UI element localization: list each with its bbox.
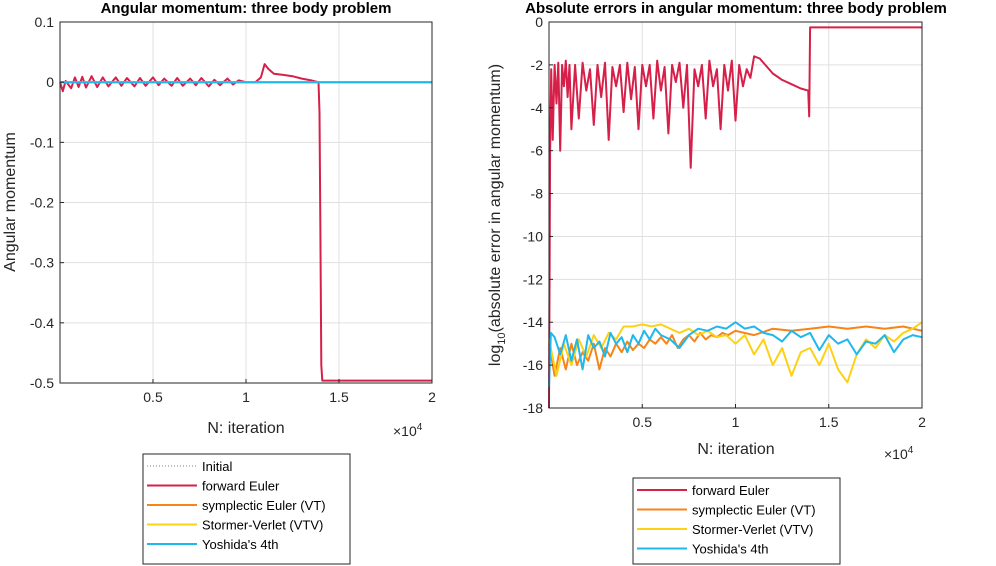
- angular-momentum-chart: Angular momentum: three body problem 0.5…: [2, 0, 436, 439]
- y-tick-label: 0: [46, 74, 54, 90]
- y-tick-label: 0: [535, 14, 543, 30]
- y-tick-label: -18: [523, 400, 543, 416]
- x-tick-label: 1.5: [329, 389, 349, 405]
- series-line-yoshida-s-4th: [548, 321, 923, 387]
- legend-left: Initial forward Euler symplectic Euler (VT…: [142, 453, 351, 565]
- x-tick-label: 0.5: [143, 389, 163, 405]
- y-axis-label: Angular momentum: [2, 132, 19, 272]
- y-tick-label: -0.5: [30, 375, 54, 391]
- x-axis-label: N: iteration: [697, 441, 774, 458]
- legend-right: forward Euler symplectic Euler (VT) Storme…: [632, 477, 841, 565]
- y-tick-label: 0.1: [35, 14, 55, 30]
- legend-label: forward Euler: [202, 479, 280, 494]
- y-tick-label: -16: [523, 357, 543, 373]
- y-tick-label: -0.4: [30, 315, 54, 331]
- legend-label: Initial: [202, 459, 232, 474]
- series-line-forward-euler: [59, 63, 432, 382]
- legend-label: symplectic Euler (VT): [692, 503, 816, 518]
- chart-title: Absolute errors in angular momentum: thr…: [525, 0, 947, 17]
- y-tick-label: -10: [523, 228, 543, 244]
- series-line-forward-euler: [548, 26, 922, 409]
- x-axis-label: N: iteration: [207, 420, 284, 437]
- x-exponent-label: ×104: [393, 422, 423, 439]
- absolute-error-chart: Absolute errors in angular momentum: thr…: [487, 0, 947, 462]
- y-tick-label: -14: [523, 314, 543, 330]
- legend-label: Yoshida's 4th: [692, 542, 768, 557]
- chart-title: Angular momentum: three body problem: [101, 0, 392, 17]
- legend-label: Stormer-Verlet (VTV): [202, 518, 323, 533]
- legend-label: Yoshida's 4th: [202, 537, 278, 552]
- x-tick-label: 2: [428, 389, 436, 405]
- legend-label: Stormer-Verlet (VTV): [692, 522, 813, 537]
- legend-label: forward Euler: [692, 483, 770, 498]
- x-tick-label: 1.5: [819, 414, 839, 430]
- legend-label: symplectic Euler (VT): [202, 498, 326, 513]
- x-tick-label: 1: [732, 414, 740, 430]
- y-tick-label: -0.3: [30, 255, 54, 271]
- y-tick-label: -0.1: [30, 134, 54, 150]
- x-tick-label: 0.5: [633, 414, 653, 430]
- y-tick-label: -2: [531, 57, 544, 73]
- x-tick-label: 2: [918, 414, 926, 430]
- y-tick-label: -0.2: [30, 195, 54, 211]
- x-exponent-label: ×104: [884, 445, 914, 462]
- y-tick-label: -8: [531, 186, 544, 202]
- x-tick-label: 1: [242, 389, 250, 405]
- y-tick-label: -12: [523, 271, 543, 287]
- y-tick-label: -4: [531, 100, 544, 116]
- y-tick-label: -6: [531, 143, 544, 159]
- y-axis-label: log10(absolute error in angular momentum…: [487, 64, 508, 366]
